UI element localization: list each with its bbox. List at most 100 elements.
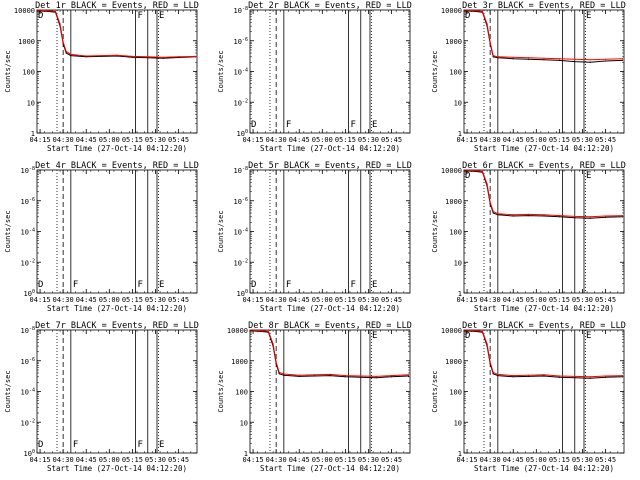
data-point-lld bbox=[497, 56, 499, 58]
series-line-lld bbox=[463, 329, 623, 378]
x-tick-label: 05:00 bbox=[526, 456, 547, 464]
x-tick-label: 04:45 bbox=[503, 136, 524, 144]
y-tick-label: 1000 bbox=[445, 358, 462, 366]
x-tick-label: 05:15 bbox=[122, 456, 143, 464]
data-point-lld bbox=[543, 374, 545, 376]
x-tick-label: 05:45 bbox=[168, 136, 189, 144]
data-point-lld bbox=[486, 343, 488, 345]
data-point-lld bbox=[249, 329, 251, 331]
x-tick-label: 04:45 bbox=[76, 456, 97, 464]
data-point-lld bbox=[574, 215, 576, 217]
x-tick-label: 05:45 bbox=[381, 136, 402, 144]
data-point-events bbox=[543, 375, 545, 377]
event-marker-label: E bbox=[372, 331, 377, 341]
data-point-events bbox=[162, 57, 164, 59]
data-point-lld bbox=[65, 50, 67, 53]
data-point-events bbox=[558, 216, 561, 218]
y-tick-label: 10-4 bbox=[21, 228, 35, 237]
data-point-lld bbox=[489, 201, 491, 203]
data-point-lld bbox=[543, 57, 545, 59]
x-tick-label: 05:00 bbox=[99, 296, 120, 304]
event-marker-label: E bbox=[159, 280, 164, 290]
y-axis-label: Counts/sec bbox=[4, 370, 12, 412]
y-tick-label: 10-8 bbox=[21, 326, 35, 335]
data-point-lld bbox=[260, 330, 262, 332]
data-point-lld bbox=[162, 56, 164, 58]
x-tick-label: 05:15 bbox=[335, 136, 356, 144]
chart-title: Det 2r BLACK = Events, RED = LLD bbox=[248, 1, 412, 11]
data-point-events bbox=[70, 55, 72, 57]
y-tick-label: 1000 bbox=[231, 358, 248, 366]
x-tick-label: 05:15 bbox=[335, 296, 356, 304]
plot-frame bbox=[249, 169, 411, 294]
series-line-events bbox=[463, 10, 623, 63]
y-tick-label: 1 bbox=[458, 450, 462, 458]
data-point-lld bbox=[116, 54, 118, 56]
chart-title: Det 4r BLACK = Events, RED = LLD bbox=[35, 161, 199, 171]
x-tick-label: 04:45 bbox=[76, 136, 97, 144]
data-point-lld bbox=[407, 374, 410, 376]
data-point-lld bbox=[329, 373, 331, 375]
event-marker-label: E bbox=[586, 331, 591, 341]
y-tick-label: 100 bbox=[237, 289, 248, 298]
y-tick-label: 10000 bbox=[441, 327, 462, 335]
series-line-lld bbox=[249, 329, 409, 377]
data-point-lld bbox=[390, 375, 393, 377]
data-point-lld bbox=[574, 375, 576, 377]
corner-marker-label: D bbox=[251, 120, 256, 130]
y-tick-label: 1000 bbox=[18, 38, 35, 46]
y-tick-label: 1 bbox=[458, 130, 462, 138]
y-tick-label: 1 bbox=[244, 450, 248, 458]
data-point-lld bbox=[604, 58, 607, 60]
event-marker-label: F bbox=[350, 120, 355, 130]
x-tick-label: 05:00 bbox=[99, 456, 120, 464]
y-tick-label: 10-6 bbox=[21, 197, 35, 206]
x-axis-label: Start Time (27-Oct-14 04:12:20) bbox=[47, 144, 187, 153]
data-point-events bbox=[543, 59, 545, 61]
x-tick-label: 04:15 bbox=[243, 456, 264, 464]
data-point-events bbox=[604, 376, 607, 378]
x-tick-label: 05:30 bbox=[572, 296, 593, 304]
data-point-events bbox=[390, 376, 393, 378]
data-point-lld bbox=[574, 58, 576, 60]
data-point-events bbox=[528, 215, 530, 217]
data-point-events bbox=[543, 215, 545, 217]
data-point-lld bbox=[314, 374, 316, 376]
x-tick-label: 04:15 bbox=[457, 456, 478, 464]
series-line-lld bbox=[463, 169, 623, 218]
plot-frame bbox=[36, 329, 198, 454]
event-marker-label: F bbox=[73, 280, 78, 290]
x-tick-label: 04:15 bbox=[243, 136, 264, 144]
x-tick-label: 05:15 bbox=[122, 136, 143, 144]
data-point-lld bbox=[558, 58, 561, 60]
data-point-lld bbox=[528, 374, 530, 376]
data-point-lld bbox=[177, 56, 180, 58]
x-tick-label: 05:45 bbox=[381, 296, 402, 304]
data-point-events bbox=[497, 57, 499, 59]
x-axis-label: Start Time (27-Oct-14 04:12:20) bbox=[474, 144, 614, 153]
data-point-events bbox=[65, 52, 67, 54]
corner-marker-label: D bbox=[251, 280, 256, 290]
data-point-lld bbox=[194, 55, 197, 58]
y-tick-label: 10-4 bbox=[234, 68, 248, 77]
y-tick-label: 10 bbox=[454, 99, 462, 107]
x-tick-label: 05:45 bbox=[595, 136, 616, 144]
x-tick-label: 05:15 bbox=[549, 136, 570, 144]
data-point-events bbox=[407, 375, 410, 377]
chart-title: Det 6r BLACK = Events, RED = LLD bbox=[462, 161, 626, 171]
event-marker-label: F bbox=[73, 440, 78, 450]
x-tick-label: 04:45 bbox=[503, 296, 524, 304]
series-line-lld bbox=[36, 9, 196, 58]
x-tick-label: 05:00 bbox=[312, 456, 333, 464]
series-line-events bbox=[36, 10, 196, 59]
y-axis-label: Counts/sec bbox=[217, 210, 225, 252]
y-tick-label: 10-4 bbox=[21, 388, 35, 397]
y-tick-label: 10-2 bbox=[21, 258, 35, 267]
x-tick-label: 05:30 bbox=[358, 136, 379, 144]
data-point-events bbox=[492, 212, 494, 214]
data-point-lld bbox=[278, 371, 280, 373]
data-point-lld bbox=[589, 376, 591, 378]
x-tick-label: 05:15 bbox=[549, 456, 570, 464]
data-point-lld bbox=[147, 56, 149, 58]
chart-det6r: Det 6r BLACK = Events, RED = LLD 1 10 100 10… bbox=[431, 161, 626, 313]
